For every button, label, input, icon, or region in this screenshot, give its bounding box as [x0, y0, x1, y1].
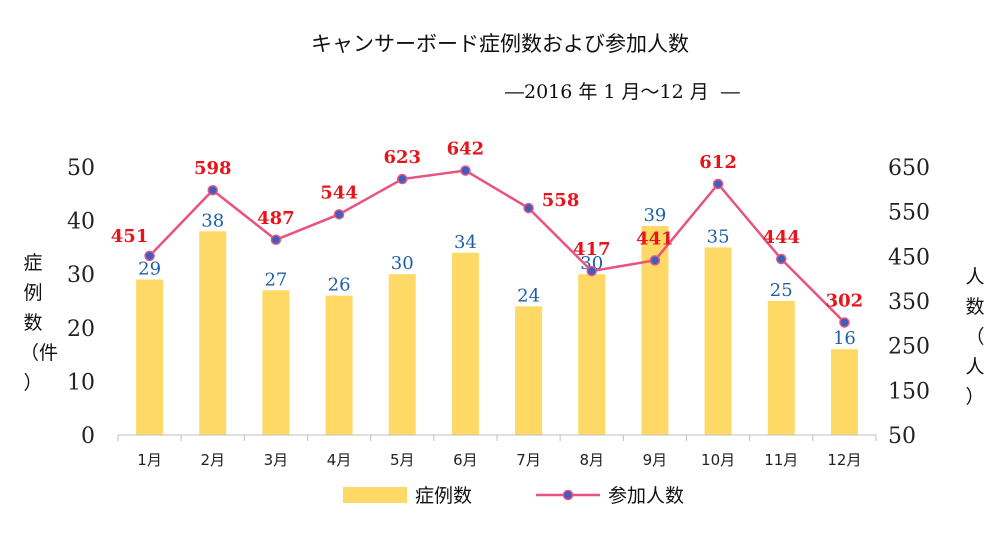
- line-point: [144, 250, 155, 262]
- line-data-label: 612: [699, 152, 737, 173]
- y-right-label-char: 人: [965, 266, 985, 288]
- bar-data-label: 29: [138, 259, 161, 280]
- bar-data-label: 38: [201, 210, 224, 231]
- y-left-label-char: 数: [23, 312, 43, 334]
- x-tick-label: 6月: [453, 451, 478, 469]
- y-right-tick-label: 650: [888, 156, 930, 181]
- line-data-label: 623: [383, 147, 421, 168]
- bar-data-label: 26: [328, 275, 351, 296]
- line-data-label: 598: [194, 158, 232, 179]
- x-tick-label: 2月: [200, 451, 225, 469]
- bar: [704, 247, 732, 435]
- participants-line: [148, 169, 846, 324]
- y-right-tick-label: 350: [888, 290, 930, 315]
- chart-subtitle: ―2016 年 1 月～12 月 ―: [505, 81, 740, 103]
- bar: [578, 274, 606, 435]
- bar-data-label: 25: [770, 280, 793, 301]
- legend-line-swatch: [536, 489, 600, 500]
- bar: [136, 279, 164, 435]
- line-point: [839, 317, 850, 328]
- bar-data-label: 27: [264, 269, 287, 290]
- line-point: [270, 234, 282, 246]
- x-tick-label: 7月: [516, 451, 541, 469]
- line-data-label: 451: [111, 226, 149, 247]
- y-left-label-char: 例: [23, 282, 43, 304]
- y-right-tick-label: 150: [888, 379, 930, 404]
- legend-bar-swatch: [343, 486, 407, 503]
- line-point: [460, 165, 471, 176]
- y-right-label-char: ）: [965, 386, 985, 408]
- x-tick-label: 4月: [327, 451, 352, 469]
- legend-line-series: 参加人数: [536, 481, 684, 508]
- line-point: [523, 202, 534, 214]
- y-right-tick-label: 450: [888, 245, 930, 270]
- y-left-tick-label: 30: [67, 263, 95, 288]
- bar-data-label: 39: [643, 205, 666, 226]
- line-point: [586, 265, 597, 277]
- line-data-label: 544: [320, 182, 358, 203]
- x-tick-label: 8月: [579, 451, 604, 469]
- y-right-tick-label: 250: [888, 335, 930, 360]
- y-left-tick-label: 20: [67, 317, 95, 342]
- line-data-label: 441: [636, 228, 674, 249]
- legend-line-label: 参加人数: [608, 485, 685, 507]
- line-point: [333, 209, 345, 220]
- line-point: [397, 173, 408, 185]
- legend-bar-label: 症例数: [415, 485, 473, 507]
- y-right-tick-label: 550: [888, 201, 930, 226]
- line-data-label: 558: [542, 190, 580, 211]
- bar: [325, 295, 353, 435]
- y-left-tick-label: 50: [67, 156, 95, 181]
- y-left-tick-label: 0: [81, 424, 95, 449]
- y-right-tick-label: 50: [888, 424, 916, 449]
- x-tick-label: 10月: [701, 451, 735, 469]
- bar: [767, 301, 795, 435]
- legend-bar-series: 症例数: [343, 481, 472, 508]
- x-tick-label: 1月: [137, 451, 162, 469]
- y-left-tick-label: 40: [67, 210, 95, 235]
- line-data-label: 302: [826, 290, 864, 311]
- x-tick-label: 11月: [764, 451, 798, 469]
- line-data-label: 487: [257, 208, 295, 229]
- line-data-label: 642: [447, 139, 485, 160]
- bar-data-label: 16: [833, 328, 856, 349]
- y-right-axis-label: 人 数 （ 人 ）: [962, 262, 988, 412]
- bar: [388, 274, 416, 435]
- y-right-label-char: （: [965, 326, 985, 348]
- x-tick-label: 9月: [643, 451, 668, 469]
- x-tick-label: 12月: [827, 451, 861, 469]
- line-data-label: 417: [573, 239, 611, 260]
- bar-data-label: 34: [454, 232, 477, 253]
- bar-data-label: 30: [391, 253, 414, 274]
- line-point: [712, 178, 724, 190]
- bar: [199, 231, 227, 435]
- bar: [451, 252, 479, 435]
- y-left-label-char: 症: [23, 252, 43, 274]
- bar: [515, 306, 543, 435]
- y-right-label-char: 人: [965, 356, 985, 378]
- x-tick-label: 3月: [264, 451, 289, 469]
- bar: [830, 349, 858, 435]
- bar-data-label: 24: [517, 285, 540, 306]
- bar-data-label: 35: [707, 226, 730, 247]
- y-right-label-char: 数: [965, 296, 985, 318]
- x-tick-label: 5月: [390, 451, 415, 469]
- bar: [262, 290, 290, 435]
- line-data-label: 444: [762, 227, 800, 248]
- y-left-label-char: ）: [23, 372, 43, 394]
- line-point: [649, 255, 661, 266]
- y-left-tick-label: 10: [67, 370, 95, 395]
- chart-title: キャンサーボード症例数および参加人数: [311, 32, 689, 56]
- line-point: [776, 253, 787, 265]
- line-point: [207, 184, 218, 196]
